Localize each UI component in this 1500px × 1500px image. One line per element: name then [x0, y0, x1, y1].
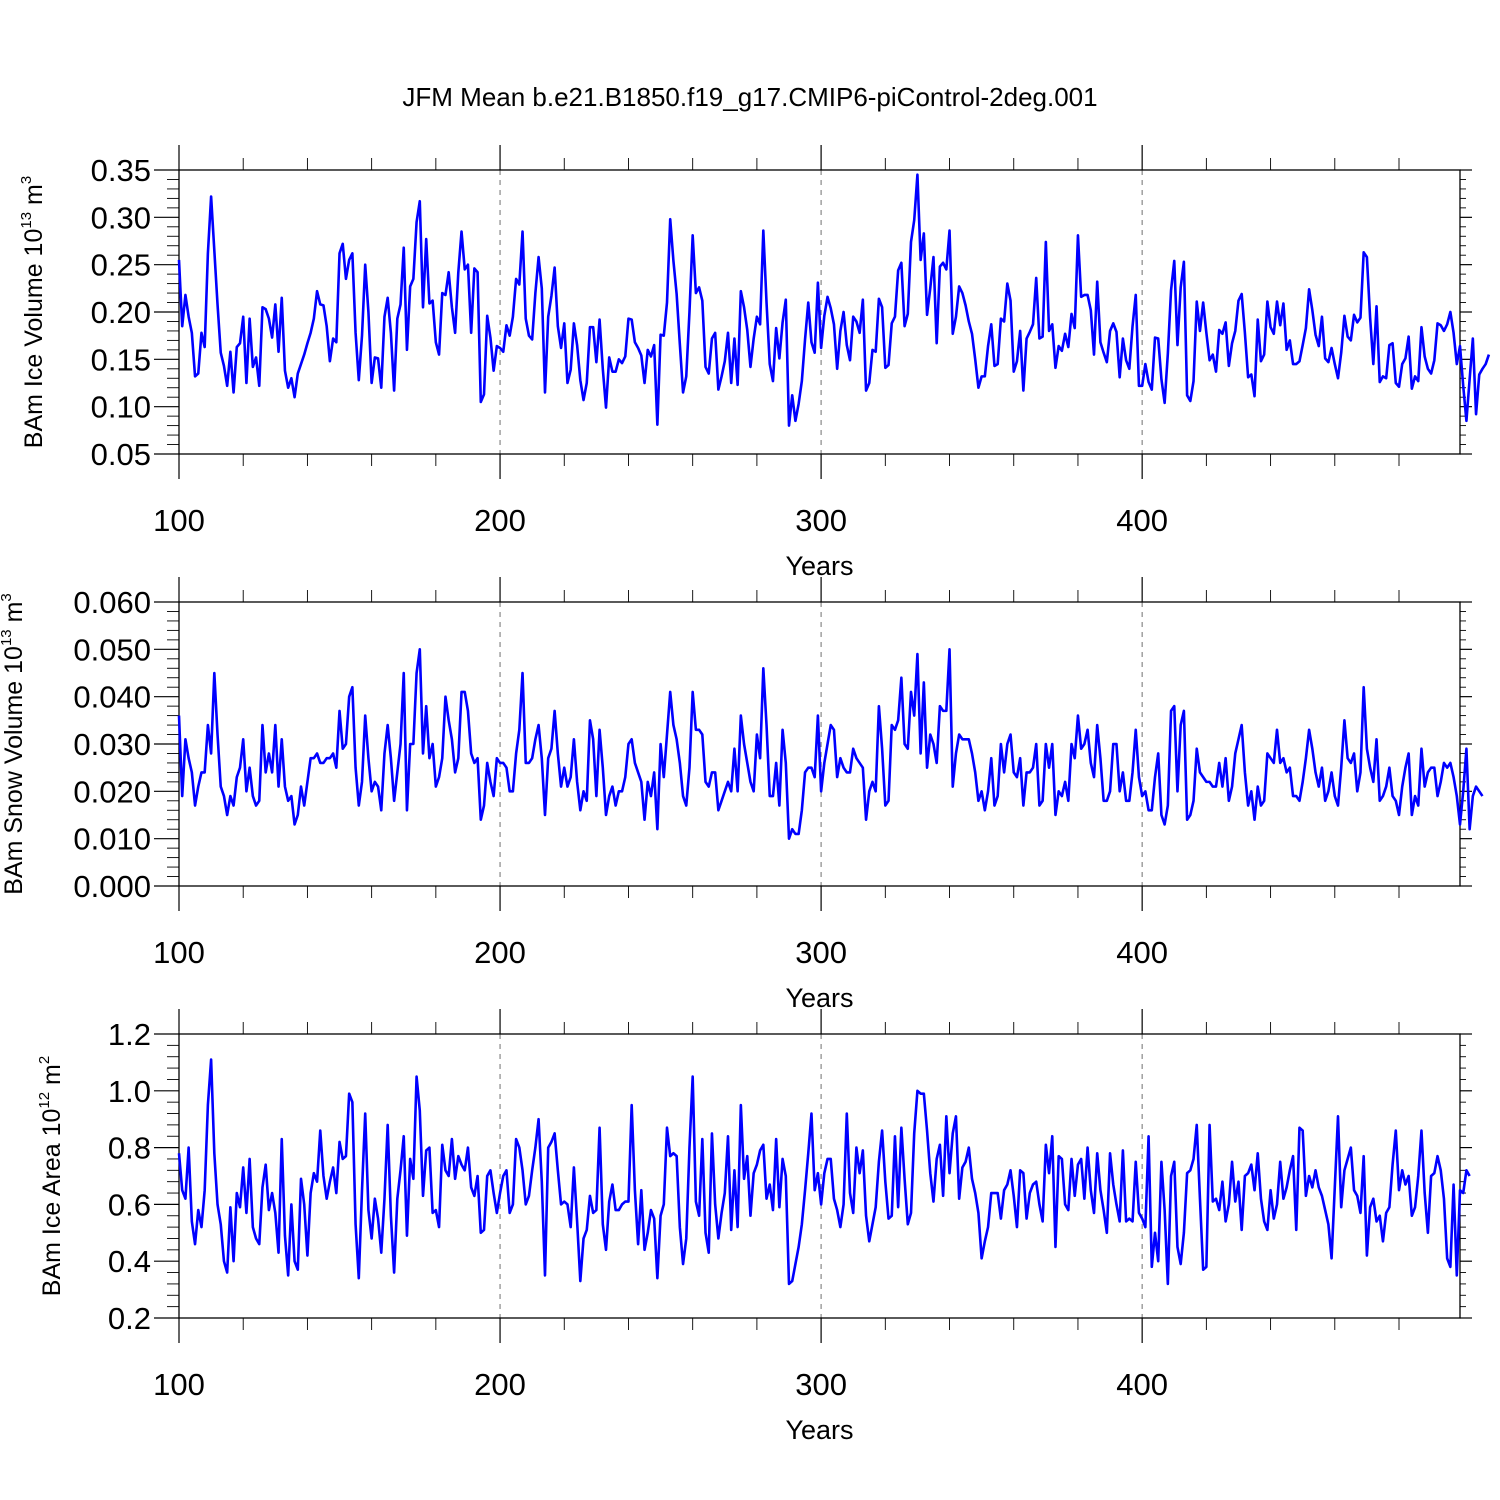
y-tick-label: 0.10 — [91, 390, 151, 425]
y-axis-label-exp: 13 — [0, 629, 15, 646]
y-axis-label-unit-exp: 2 — [36, 1056, 53, 1064]
y-axis-label-unit: m — [0, 602, 28, 630]
y-tick-label: 0.060 — [73, 585, 151, 620]
y-tick-label: 0.05 — [91, 437, 151, 472]
x-tick-label: 400 — [1116, 503, 1168, 538]
y-tick-label: 0.35 — [91, 153, 151, 188]
x-tick-label: 100 — [153, 503, 205, 538]
y-axis-label: BAm Snow Volume 1013 m3 — [0, 593, 28, 895]
series-line — [177, 1058, 1471, 1286]
y-tick-label: 0.8 — [108, 1131, 151, 1166]
panel-1: 0.05 0.10 0.15 0.20 0.25 0.30 0.35 100 200 300 400… — [18, 145, 1491, 581]
y-tick-label: 0.010 — [73, 822, 151, 857]
y-axis-label-exp: 13 — [18, 212, 35, 229]
y-tick-label: 0.6 — [108, 1187, 151, 1222]
y-tick-label: 0.000 — [73, 869, 151, 904]
y-tick-label: 0.25 — [91, 248, 151, 283]
y-tick-label: 1.2 — [108, 1017, 151, 1052]
y-tick-label: 0.4 — [108, 1244, 151, 1279]
x-axis-label: Years — [785, 983, 853, 1013]
y-tick-label: 0.20 — [91, 295, 151, 330]
x-axis-label: Years — [785, 1415, 853, 1445]
x-tick-label: 400 — [1116, 1367, 1168, 1402]
y-tick-label: 0.040 — [73, 680, 151, 715]
y-tick-label: 0.30 — [91, 200, 151, 235]
x-tick-label: 300 — [795, 1367, 847, 1402]
x-tick-label: 300 — [795, 935, 847, 970]
y-axis-label: BAm Ice Volume 1013 m3 — [18, 176, 48, 448]
y-axis-label-unit-exp: 3 — [18, 176, 35, 184]
x-tick-label: 300 — [795, 503, 847, 538]
x-axis-label: Years — [785, 551, 853, 581]
y-axis-label-unit: m — [20, 184, 48, 212]
y-tick-label: 0.030 — [73, 727, 151, 762]
x-tick-label: 100 — [153, 1367, 205, 1402]
y-tick-label: 1.0 — [108, 1074, 151, 1109]
panel-2: 0.000 0.010 0.020 0.030 0.040 0.050 0.060 100 20… — [0, 577, 1484, 1013]
x-tick-label: 400 — [1116, 935, 1168, 970]
y-axis-label-exp: 12 — [36, 1092, 53, 1109]
y-axis-label-prefix: BAm Snow Volume 10 — [0, 646, 28, 895]
x-tick-label: 200 — [474, 935, 526, 970]
y-axis-label: BAm Ice Area 1012 m2 — [36, 1056, 66, 1296]
y-axis-label-prefix: BAm Ice Volume 10 — [20, 229, 48, 449]
x-tick-label: 200 — [474, 503, 526, 538]
panel-3: 0.2 0.4 0.6 0.8 1.0 1.2 100 200 300 400 Years BAm I… — [36, 1009, 1472, 1445]
series-line — [177, 648, 1484, 840]
y-axis-label-unit: m — [38, 1064, 66, 1092]
y-tick-label: 0.020 — [73, 774, 151, 809]
plot-frame — [178, 1033, 1461, 1319]
y-tick-label: 0.15 — [91, 342, 151, 377]
chart-title: JFM Mean b.e21.B1850.f19_g17.CMIP6-piCon… — [402, 82, 1097, 112]
y-tick-label: 0.050 — [73, 632, 151, 667]
series-line — [177, 173, 1491, 427]
y-tick-label: 0.2 — [108, 1301, 151, 1336]
y-axis-label-prefix: BAm Ice Area 10 — [38, 1109, 66, 1297]
x-tick-label: 200 — [474, 1367, 526, 1402]
y-axis-label-unit-exp: 3 — [0, 593, 15, 601]
x-tick-label: 100 — [153, 935, 205, 970]
